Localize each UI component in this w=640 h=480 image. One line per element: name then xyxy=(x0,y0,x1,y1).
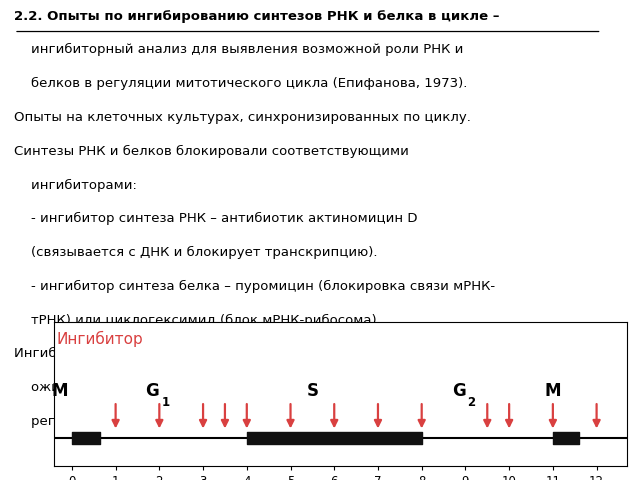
Text: M: M xyxy=(51,382,67,399)
Text: Опыты на клеточных культурах, синхронизированных по циклу.: Опыты на клеточных культурах, синхронизи… xyxy=(14,111,471,124)
Text: тРНК) или циклогексимид (блок мРНК-рибосома).: тРНК) или циклогексимид (блок мРНК-рибос… xyxy=(14,313,381,326)
Text: G: G xyxy=(145,382,159,399)
Text: Ингибиторы добавляли в культуру в точно известное время до: Ингибиторы добавляли в культуру в точно … xyxy=(14,348,462,360)
Text: - ингибитор синтеза белка – пуромицин (блокировка связи мРНК-: - ингибитор синтеза белка – пуромицин (б… xyxy=(14,280,495,293)
Text: M: M xyxy=(545,382,561,399)
Text: ингибиторный анализ для выявления возможной роли РНК и: ингибиторный анализ для выявления возмож… xyxy=(14,43,463,57)
Text: и: и xyxy=(186,381,199,394)
Text: 2.2. Опыты по ингибированию синтезов РНК и белка в цикле –: 2.2. Опыты по ингибированию синтезов РНК… xyxy=(14,10,500,23)
Text: Ингибитор: Ингибитор xyxy=(56,331,143,347)
Text: 1: 1 xyxy=(161,396,170,408)
Text: - ингибитор синтеза РНК – антибиотик актиномицин D: - ингибитор синтеза РНК – антибиотик акт… xyxy=(14,212,417,225)
Text: белков в регуляции митотического цикла (Епифанова, 1973).: белков в регуляции митотического цикла (… xyxy=(14,77,467,90)
Text: S-периода: S-периода xyxy=(115,381,195,394)
Text: ингибиторами:: ингибиторами: xyxy=(14,179,137,192)
Text: Синтезы РНК и белков блокировали соответствующими: Синтезы РНК и белков блокировали соответ… xyxy=(14,145,409,158)
Text: G: G xyxy=(452,382,465,399)
Text: регистрировали время наступления их задержки.: регистрировали время наступления их заде… xyxy=(14,415,387,428)
Text: ожидаемого наступления: ожидаемого наступления xyxy=(14,381,223,394)
Text: или: или xyxy=(147,381,181,394)
Text: S: S xyxy=(307,382,318,399)
Text: 2: 2 xyxy=(468,396,476,408)
Text: митоза: митоза xyxy=(164,381,218,394)
Text: (связывается с ДНК и блокирует транскрипцию).: (связывается с ДНК и блокирует транскрип… xyxy=(14,246,378,259)
